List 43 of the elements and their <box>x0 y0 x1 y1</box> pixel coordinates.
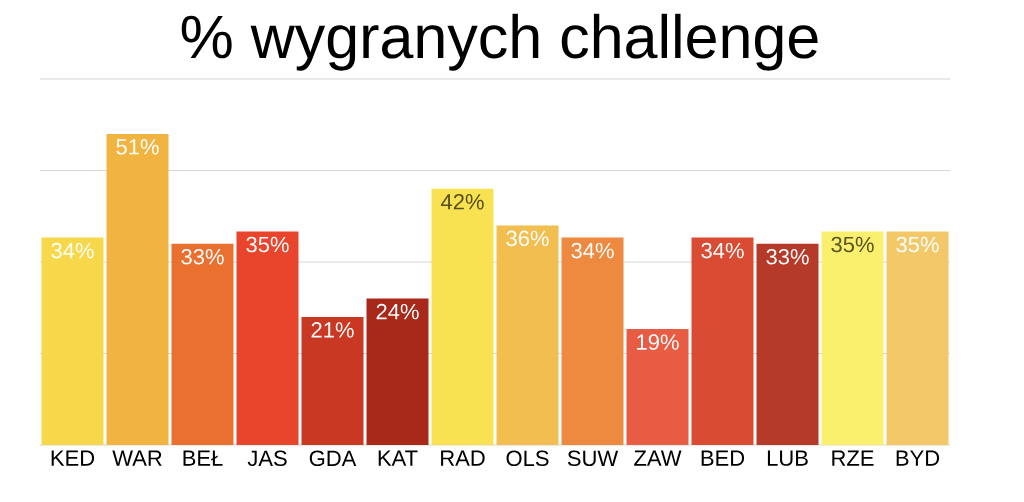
bar <box>236 231 299 445</box>
bar <box>496 225 559 445</box>
data-label: 35% <box>831 236 874 253</box>
bar <box>886 231 949 445</box>
x-tick-label: JAS <box>247 450 287 467</box>
bar <box>431 188 494 445</box>
x-tick-label: RZE <box>832 450 874 466</box>
x-tick-label: WAR <box>112 450 162 466</box>
x-tick-label: LUB <box>767 450 808 466</box>
data-label: 42% <box>440 194 484 210</box>
data-label: 19% <box>637 334 679 350</box>
x-tick-label: GDA <box>309 450 357 467</box>
bar <box>561 237 624 445</box>
x-tick-label: RAD <box>441 450 485 466</box>
data-label: 24% <box>376 303 419 320</box>
bar <box>821 231 884 445</box>
data-label: 33% <box>181 248 224 265</box>
x-tick-label: OLS <box>506 450 549 467</box>
data-label: 36% <box>506 230 549 247</box>
x-tick-label: BEŁ <box>183 450 223 466</box>
data-label: 35% <box>896 236 939 253</box>
bar <box>41 237 104 445</box>
data-label: 34% <box>701 242 744 259</box>
x-tick-label: KED <box>51 450 95 466</box>
data-label: 34% <box>51 242 94 259</box>
data-label: 21% <box>311 322 354 338</box>
bar <box>301 316 364 445</box>
x-tick-label: SUW <box>567 450 619 467</box>
x-tick-label: BED <box>701 450 745 466</box>
bar <box>626 329 689 445</box>
bar <box>171 243 234 445</box>
x-tick-label: BYD <box>896 450 940 466</box>
bar <box>366 298 429 445</box>
data-label: 51% <box>116 139 159 155</box>
bar <box>691 237 754 445</box>
data-label: 35% <box>246 236 289 253</box>
x-tick-label: KAT <box>378 450 418 466</box>
bar <box>106 133 169 445</box>
data-label: 34% <box>571 242 614 259</box>
chart-title: % wygranych challenge <box>181 13 818 71</box>
x-tick-label: ZAW <box>634 450 682 466</box>
bar <box>756 243 819 445</box>
data-label: 33% <box>766 248 809 265</box>
